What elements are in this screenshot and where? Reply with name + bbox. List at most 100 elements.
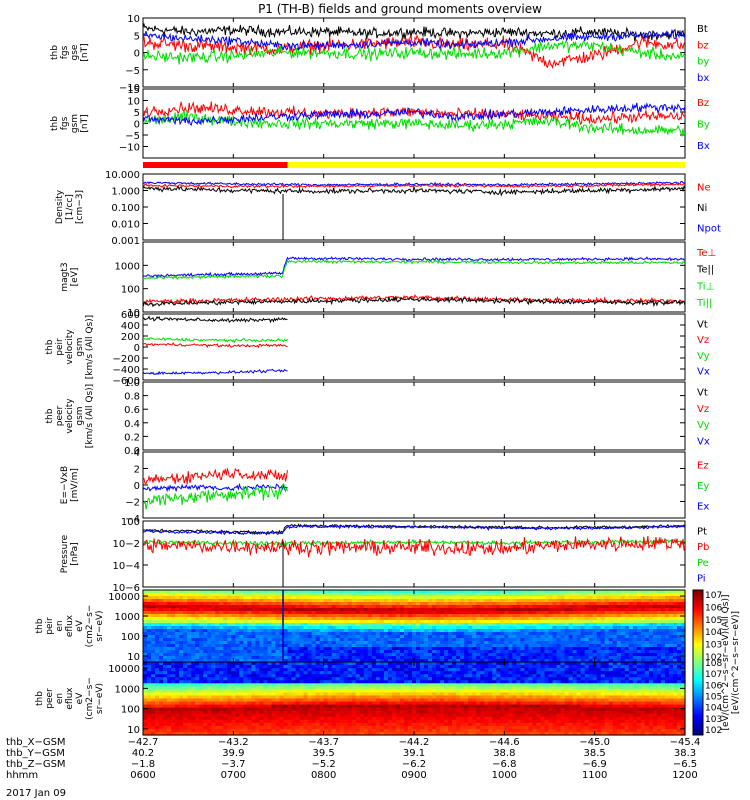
heat-cell [343,674,349,678]
heat-cell [536,593,542,597]
heat-cell [664,593,670,597]
heat-cell [199,653,204,657]
heat-cell [319,728,325,733]
heat-cell [307,695,313,700]
heat-cell [676,593,682,597]
heat-cell [163,719,168,724]
heat-cell [271,704,277,709]
heat-cell [584,653,590,657]
heat-cell [660,608,666,612]
heat-cell [612,620,618,624]
heat-cell [484,605,489,609]
heat-cell [315,641,321,645]
heat-cell [387,656,393,660]
heat-cell [568,650,574,654]
heat-cell [231,608,236,612]
heat-cell [363,608,369,612]
heat-cell [215,716,220,721]
heat-cell [251,614,257,618]
heat-cell [672,617,678,621]
heat-cell [211,698,216,703]
heat-cell [596,647,602,651]
heat-cell [560,653,566,657]
heat-cell [476,599,481,603]
heat-cell [171,641,176,645]
heat-cell [556,599,562,603]
heat-cell [363,602,369,606]
heat-cell [183,713,188,718]
heat-cell [351,647,357,651]
heat-cell [528,635,534,639]
heat-cell [568,608,574,612]
heat-cell [411,650,417,654]
heat-cell [215,710,220,715]
heat-cell [359,620,365,624]
heat-cell [283,650,289,654]
heat-cell [524,641,530,645]
heat-cell [652,602,658,606]
heat-cell [552,605,558,609]
heat-cell [247,728,252,733]
heat-cell [448,653,453,657]
heat-cell [628,653,634,657]
heat-cell [151,728,156,733]
heat-cell [544,647,550,651]
heat-cell [143,620,148,624]
heat-cell [215,638,220,642]
heat-cell [472,656,477,660]
heat-cell [291,686,297,690]
heat-cell [163,722,168,727]
heat-cell [592,635,598,639]
heat-cell [355,725,361,730]
heat-cell [383,623,389,627]
heat-cell [179,653,184,657]
heat-cell [259,710,265,715]
heat-cell [315,650,321,654]
heat-cell [367,728,373,733]
heat-cell [199,608,204,612]
heat-cell [243,707,248,712]
heat-cell [315,659,321,663]
heat-cell [295,593,301,597]
heat-cell [267,629,273,633]
heat-cell [496,596,501,600]
heat-cell [532,638,538,642]
heat-cell [540,656,546,660]
heat-cell [347,683,353,687]
heat-cell [295,710,301,715]
heat-cell [428,596,433,600]
heat-cell [307,629,313,633]
heat-cell [468,629,473,633]
y-tick-label: 10−2 [113,539,140,550]
series-ti [143,256,685,279]
heat-cell [600,638,606,642]
heat-cell [295,653,301,657]
heat-cell [187,611,192,615]
heat-cell [235,719,240,724]
heat-cell [496,626,501,630]
heat-cell [299,710,305,715]
heat-cell [299,617,305,621]
heat-cell [159,650,164,654]
heat-cell [395,635,401,639]
heat-cell [195,713,200,718]
heat-cell [440,596,445,600]
heat-cell [656,608,662,612]
heat-cell [291,659,297,663]
heat-cell [371,683,377,687]
heat-cell [500,644,505,648]
heat-cell [359,701,365,706]
heat-cell [375,605,381,609]
heat-cell [500,659,505,663]
heat-cell [159,596,164,600]
heat-cell [147,692,152,697]
heat-cell [311,665,317,669]
heat-cell [147,698,152,703]
y-axis-label: [mV/m] [70,468,80,502]
heat-cell [275,731,281,736]
heat-cell [359,662,365,666]
heat-cell [167,608,172,612]
heat-cell [444,650,449,654]
heat-cell [568,659,574,663]
heat-cell [359,599,365,603]
